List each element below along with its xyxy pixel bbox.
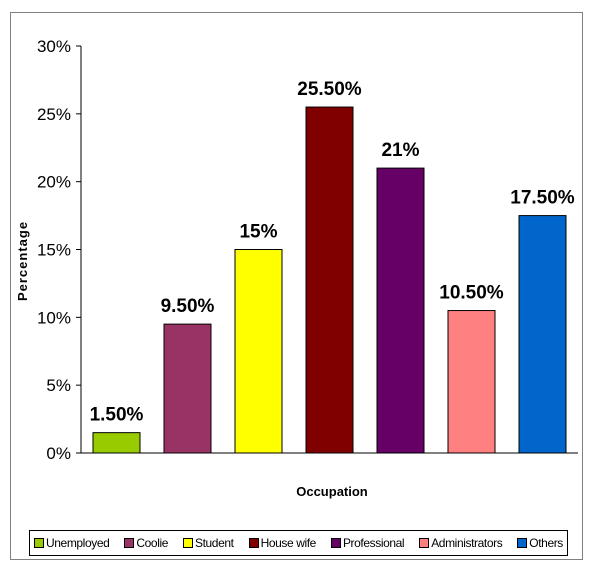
legend-item: Coolie (124, 536, 168, 550)
legend-item: Others (517, 536, 563, 550)
legend-label: Unemployed (46, 536, 110, 550)
data-label: 10.50% (439, 283, 504, 304)
y-tick-label: 10% (37, 308, 71, 327)
bar-professional (376, 167, 425, 454)
y-tick-label: 30% (37, 37, 71, 56)
legend-swatch (419, 538, 430, 548)
chart-legend: Unemployed Coolie Student House wife Profess… (29, 530, 568, 556)
data-label: 25.50% (297, 79, 362, 100)
legend-label: Administrators (431, 536, 503, 550)
x-axis-title: Occupation (296, 484, 368, 499)
legend-swatch (517, 538, 528, 548)
bar-student (234, 249, 283, 454)
data-label: 1.50% (90, 405, 144, 426)
y-axis-ticks: 0% 5% 10% 15% 20% 25% 30% (37, 37, 81, 463)
legend-item: Professional (330, 536, 405, 550)
bar-unemployed (92, 432, 141, 454)
legend-label: Coolie (136, 536, 168, 550)
legend-label: House wife (260, 536, 317, 550)
bar-administrators (447, 310, 496, 454)
legend-item: Student (183, 536, 234, 550)
legend-swatch (248, 538, 259, 548)
chart-frame (10, 12, 583, 560)
data-labels-group: 1.50% 9.50% 15% 25.50% 21% 10.50% 17.50% (90, 79, 575, 426)
legend-label: Others (529, 536, 563, 550)
legend-swatch (124, 538, 135, 548)
legend-swatch (183, 538, 193, 548)
y-tick-label: 25% (37, 105, 71, 124)
bar-coolie (163, 323, 212, 454)
bars-group (92, 106, 567, 454)
bar-others (518, 215, 567, 454)
legend-label: Professional (342, 536, 405, 550)
y-tick-label: 0% (46, 444, 71, 463)
y-tick-label: 5% (46, 376, 71, 395)
legend-label: Student (195, 536, 234, 550)
data-label: 15% (239, 222, 277, 243)
data-label: 17.50% (510, 188, 575, 209)
legend-item: House wife (248, 536, 317, 550)
legend-swatch (330, 538, 341, 548)
bar-house-wife (305, 106, 354, 454)
legend-item: Unemployed (34, 536, 110, 550)
legend-swatch (34, 538, 44, 548)
y-tick-label: 15% (37, 241, 71, 260)
data-label: 9.50% (161, 296, 215, 317)
legend-item: Administrators (419, 536, 503, 550)
data-label: 21% (381, 140, 419, 161)
y-axis-title: Percentage (15, 221, 30, 301)
y-tick-label: 20% (37, 173, 71, 192)
